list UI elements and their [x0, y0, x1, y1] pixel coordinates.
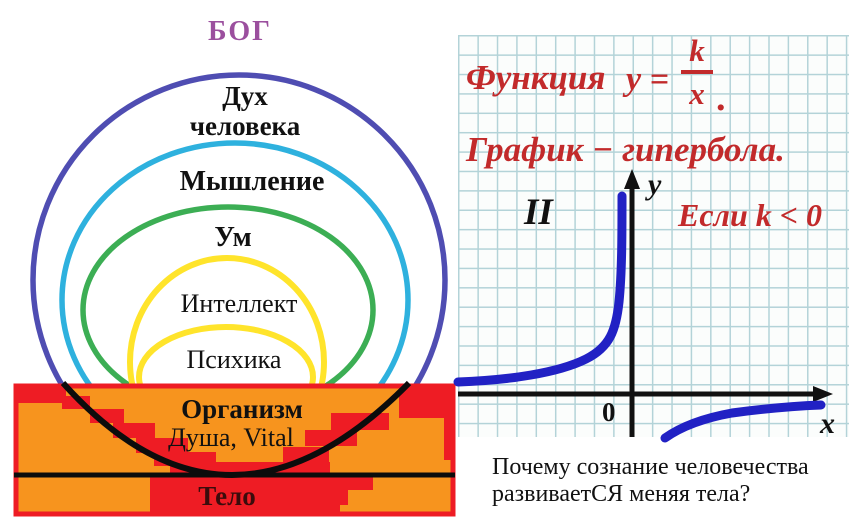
hyperbola-branch-quadrant4 [660, 400, 826, 443]
y-axis-arrow-icon [624, 169, 640, 189]
formula-word: Функция [466, 58, 606, 97]
x-axis-label: x [820, 407, 835, 440]
question-text: Почему сознание человечества развиваетСЯ… [492, 454, 809, 508]
mind-label: Ум [214, 222, 252, 253]
y-axis-label: y [648, 168, 662, 201]
graph-subtitle: График − гипербола. [466, 130, 785, 169]
band-red-stains [18, 388, 453, 513]
formula-lhs: y = [626, 61, 669, 98]
origin-label: 0 [602, 397, 616, 427]
spirit-line2: человека [189, 111, 301, 141]
fraction-bar [681, 70, 713, 74]
psyche-label: Психика [186, 345, 282, 374]
formula-period: . [716, 77, 726, 119]
soul-label: Душа, Vital [168, 423, 294, 452]
spirit-line1: Дух [222, 81, 268, 111]
graph-paper [458, 35, 849, 437]
god-title: БОГ [208, 16, 272, 47]
question-line2: развиваетСЯ меняя тела? [492, 481, 751, 507]
x-axis-arrow-icon [813, 386, 833, 402]
body-label: Тело [198, 481, 256, 511]
formula-fraction: k x [681, 34, 713, 111]
formula-denominator: x [689, 76, 705, 111]
question-line1: Почему сознание человечества [492, 454, 809, 480]
organism-label: Организм [181, 394, 303, 424]
intellect-label: Интеллект [180, 289, 298, 318]
formula-numerator: k [689, 33, 705, 68]
quadrant-label: II [524, 192, 553, 233]
hyperbola-branch-quadrant2 [453, 191, 627, 387]
thinking-label: Мышление [179, 166, 325, 197]
condition-label: Если k < 0 [678, 197, 822, 233]
spirit-label: Дух человека [190, 81, 300, 141]
